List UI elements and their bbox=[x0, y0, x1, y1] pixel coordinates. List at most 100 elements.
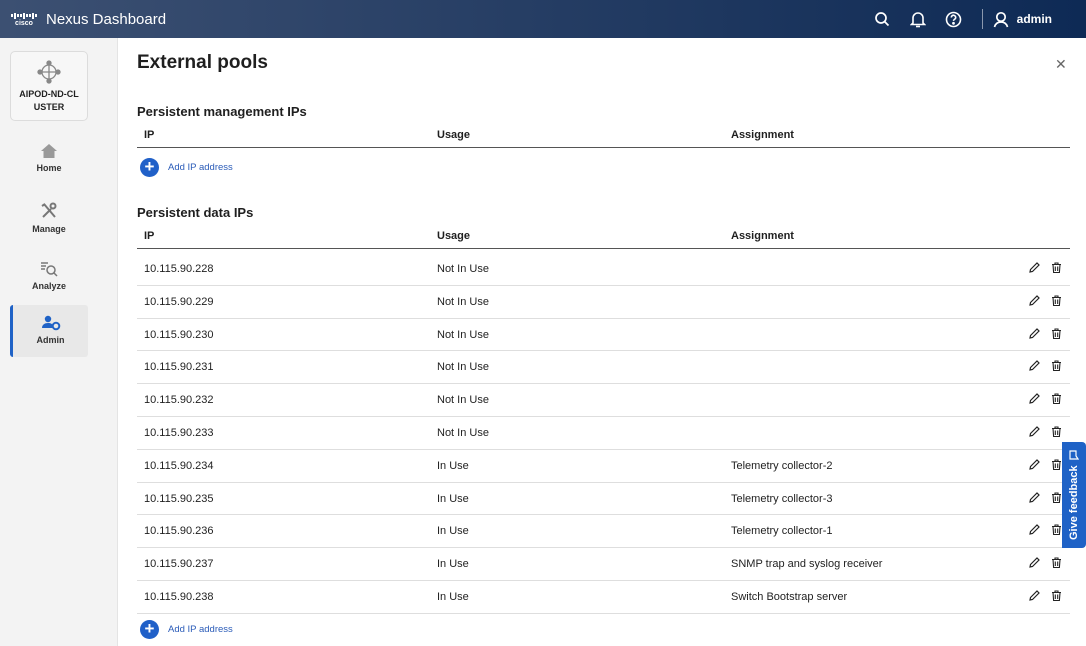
col-assignment: Assignment bbox=[731, 230, 794, 242]
col-assignment: Assignment bbox=[731, 129, 794, 141]
delete-icon[interactable] bbox=[1051, 393, 1062, 407]
app-title: Nexus Dashboard bbox=[46, 10, 167, 28]
cisco-logo: cisco bbox=[10, 12, 38, 27]
delete-icon[interactable] bbox=[1051, 262, 1062, 276]
divider bbox=[981, 9, 983, 29]
col-usage: Usage bbox=[437, 129, 471, 141]
cluster-icon bbox=[37, 60, 61, 84]
delete-icon[interactable] bbox=[1051, 524, 1062, 538]
feedback-icon bbox=[1069, 450, 1079, 460]
table-row: 10.115.90.236 In Use Telemetry collector… bbox=[137, 515, 1070, 549]
table-row: 10.115.90.228 Not In Use bbox=[137, 253, 1070, 286]
delete-icon[interactable] bbox=[1051, 590, 1062, 604]
col-ip: IP bbox=[144, 230, 155, 242]
table-row: 10.115.90.233 Not In Use bbox=[137, 417, 1070, 450]
cell-usage: Not In Use bbox=[437, 427, 489, 439]
cell-usage: Not In Use bbox=[437, 263, 489, 275]
cell-ip: 10.115.90.231 bbox=[144, 361, 214, 374]
sidebar-item-analyze[interactable]: Analyze bbox=[10, 251, 88, 303]
delete-icon[interactable] bbox=[1051, 295, 1062, 309]
data-section-title: Persistent data IPs bbox=[137, 205, 254, 220]
add-mgmt-ip-button[interactable]: + Add IP address bbox=[140, 158, 233, 177]
cell-ip: 10.115.90.235 bbox=[144, 492, 214, 505]
add-data-ip-button[interactable]: + Add IP address bbox=[140, 620, 233, 639]
cell-assignment: Switch Bootstrap server bbox=[731, 591, 848, 603]
user-icon bbox=[993, 11, 1008, 27]
cell-assignment: Telemetry collector-1 bbox=[731, 525, 833, 538]
delete-icon[interactable] bbox=[1051, 557, 1062, 571]
table-row: 10.115.90.229 Not In Use bbox=[137, 286, 1070, 319]
edit-icon[interactable] bbox=[1029, 524, 1040, 538]
table-row: 10.115.90.234 In Use Telemetry collector… bbox=[137, 450, 1070, 483]
table-row: 10.115.90.237 In Use SNMP trap and syslo… bbox=[137, 548, 1070, 581]
edit-icon[interactable] bbox=[1029, 557, 1040, 571]
cell-ip: 10.115.90.233 bbox=[144, 427, 214, 439]
col-ip: IP bbox=[144, 129, 155, 141]
edit-icon[interactable] bbox=[1029, 327, 1040, 342]
cell-ip: 10.115.90.236 bbox=[144, 525, 214, 538]
cell-usage: Not In Use bbox=[437, 328, 489, 341]
table-row: 10.115.90.238 In Use Switch Bootstrap se… bbox=[137, 581, 1070, 614]
give-feedback-button[interactable]: Give feedback bbox=[1062, 442, 1086, 548]
data-table-header: IP Usage Assignment bbox=[137, 223, 1070, 249]
cell-ip: 10.115.90.238 bbox=[144, 591, 214, 603]
cell-ip: 10.115.90.234 bbox=[144, 459, 214, 472]
cell-ip: 10.115.90.230 bbox=[144, 328, 214, 341]
analyze-icon bbox=[41, 262, 58, 277]
delete-icon[interactable] bbox=[1051, 360, 1062, 374]
edit-icon[interactable] bbox=[1029, 393, 1040, 407]
top-bar: cisco Nexus Dashboard admin bbox=[0, 0, 1086, 38]
help-icon[interactable] bbox=[936, 11, 972, 28]
cell-assignment: Telemetry collector-3 bbox=[731, 492, 833, 505]
delete-icon[interactable] bbox=[1051, 328, 1062, 342]
user-menu[interactable]: admin bbox=[993, 11, 1052, 28]
delete-icon[interactable] bbox=[1051, 492, 1062, 506]
table-row: 10.115.90.235 In Use Telemetry collector… bbox=[137, 483, 1070, 516]
mgmt-section-title: Persistent management IPs bbox=[137, 104, 307, 119]
cell-usage: In Use bbox=[437, 558, 469, 571]
cell-usage: Not In Use bbox=[437, 361, 489, 374]
cell-usage: In Use bbox=[437, 591, 469, 603]
delete-icon[interactable] bbox=[1051, 459, 1062, 473]
sidebar-item-admin[interactable]: Admin bbox=[10, 305, 88, 357]
plus-icon: + bbox=[140, 158, 159, 177]
cell-ip: 10.115.90.237 bbox=[144, 558, 214, 571]
cell-usage: In Use bbox=[437, 525, 469, 538]
close-icon[interactable]: ✕ bbox=[1055, 56, 1067, 72]
cell-ip: 10.115.90.229 bbox=[144, 295, 214, 308]
bell-icon[interactable] bbox=[900, 11, 936, 28]
edit-icon[interactable] bbox=[1029, 426, 1040, 440]
cluster-name: AIPOD-ND-CLUSTER bbox=[19, 89, 79, 112]
edit-icon[interactable] bbox=[1029, 590, 1040, 604]
sidebar-item-manage[interactable]: Manage bbox=[10, 192, 88, 244]
edit-icon[interactable] bbox=[1029, 262, 1040, 276]
cell-usage: In Use bbox=[437, 459, 469, 472]
delete-icon[interactable] bbox=[1051, 426, 1062, 440]
edit-icon[interactable] bbox=[1029, 360, 1040, 374]
sidebar-item-home[interactable]: Home bbox=[10, 133, 88, 185]
table-row: 10.115.90.231 Not In Use bbox=[137, 351, 1070, 385]
page-title: External pools bbox=[137, 52, 268, 73]
table-row: 10.115.90.232 Not In Use bbox=[137, 384, 1070, 417]
search-icon[interactable] bbox=[864, 11, 900, 27]
col-usage: Usage bbox=[437, 230, 471, 242]
edit-icon[interactable] bbox=[1029, 491, 1040, 506]
cell-ip: 10.115.90.228 bbox=[144, 263, 214, 275]
cell-usage: Not In Use bbox=[437, 295, 489, 308]
username: admin bbox=[1016, 12, 1052, 26]
cell-usage: In Use bbox=[437, 492, 469, 505]
cell-assignment: Telemetry collector-2 bbox=[731, 459, 833, 472]
mgmt-table-header: IP Usage Assignment bbox=[137, 122, 1070, 148]
admin-icon bbox=[41, 315, 60, 331]
plus-icon: + bbox=[140, 620, 159, 639]
cluster-selector[interactable]: AIPOD-ND-CLUSTER bbox=[10, 51, 88, 121]
sidebar: AIPOD-ND-CLUSTER Home Manage Analyze Adm… bbox=[0, 38, 118, 646]
edit-icon[interactable] bbox=[1029, 294, 1040, 309]
edit-icon[interactable] bbox=[1029, 458, 1040, 473]
cell-ip: 10.115.90.232 bbox=[144, 394, 214, 407]
cell-assignment: SNMP trap and syslog receiver bbox=[731, 558, 883, 571]
table-row: 10.115.90.230 Not In Use bbox=[137, 319, 1070, 352]
home-icon bbox=[41, 144, 57, 158]
cell-usage: Not In Use bbox=[437, 394, 489, 407]
tools-icon bbox=[41, 202, 57, 218]
